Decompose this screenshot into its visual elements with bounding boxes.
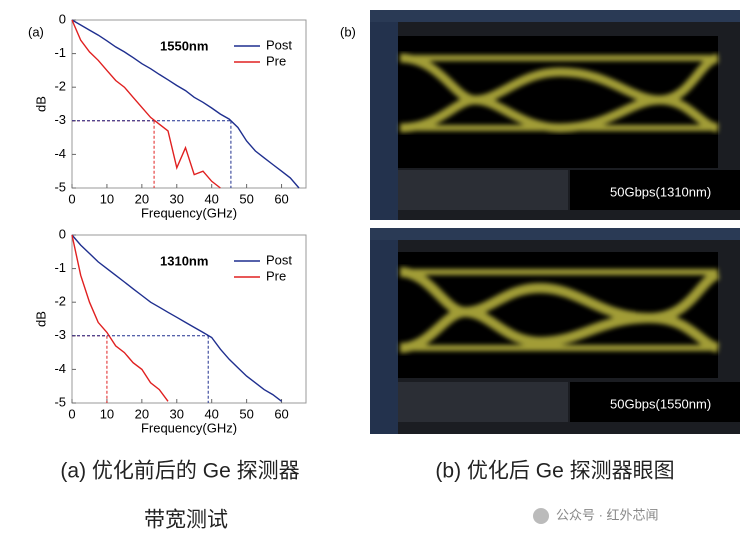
caption: 带宽测试 [144,509,228,532]
caption: (b) 优化后 Ge 探测器眼图 [435,460,674,483]
y-tick-label: -1 [54,260,66,275]
legend-label: Pre [266,268,286,283]
x-tick-label: 60 [274,191,288,206]
x-tick-label: 50 [239,406,253,421]
eye-screen [370,10,740,434]
y-tick-label: -5 [54,179,66,194]
y-tick-label: -3 [54,327,66,342]
x-axis-label: Frequency(GHz) [141,205,237,220]
x-tick-label: 20 [135,406,149,421]
y-tick-label: -2 [54,79,66,94]
x-tick-label: 40 [204,406,218,421]
x-axis-label: Frequency(GHz) [141,420,237,435]
y-tick-label: -3 [54,112,66,127]
y-tick-label: -4 [54,146,66,161]
y-tick-label: -4 [54,361,66,376]
y-tick-label: -1 [54,45,66,60]
legend-label: Post [266,252,292,267]
x-tick-label: 30 [170,191,184,206]
series-line [71,234,169,402]
x-tick-label: 0 [68,406,75,421]
panel-label: (b) [340,24,356,39]
x-tick-label: 40 [204,191,218,206]
x-tick-label: 0 [68,191,75,206]
legend-label: Pre [266,53,286,68]
y-tick-label: 0 [59,226,66,241]
y-axis-label: dB [33,96,48,112]
caption: (a) 优化前后的 Ge 探测器 [60,460,299,483]
y-tick-label: 0 [59,11,66,26]
legend-label: Post [266,37,292,52]
series-line [71,19,221,189]
x-tick-label: 10 [100,406,114,421]
plot-frame [71,234,307,404]
annotation: 1310nm [160,253,208,268]
eye-label: 50Gbps(1550nm) [610,396,711,411]
series-line [71,234,283,402]
series-line [71,19,300,189]
watermark: 公众号 · 红外芯闻 [556,507,659,522]
x-tick-label: 60 [274,406,288,421]
x-tick-label: 10 [100,191,114,206]
y-tick-label: -2 [54,294,66,309]
panel-label: (a) [28,24,44,39]
y-axis-label: dB [33,311,48,327]
plot-frame [71,19,307,189]
watermark-icon [533,508,549,524]
x-tick-label: 20 [135,191,149,206]
x-tick-label: 50 [239,191,253,206]
x-tick-label: 30 [170,406,184,421]
annotation: 1550nm [160,38,208,53]
eye-label: 50Gbps(1310nm) [610,184,711,199]
y-tick-label: -5 [54,394,66,409]
